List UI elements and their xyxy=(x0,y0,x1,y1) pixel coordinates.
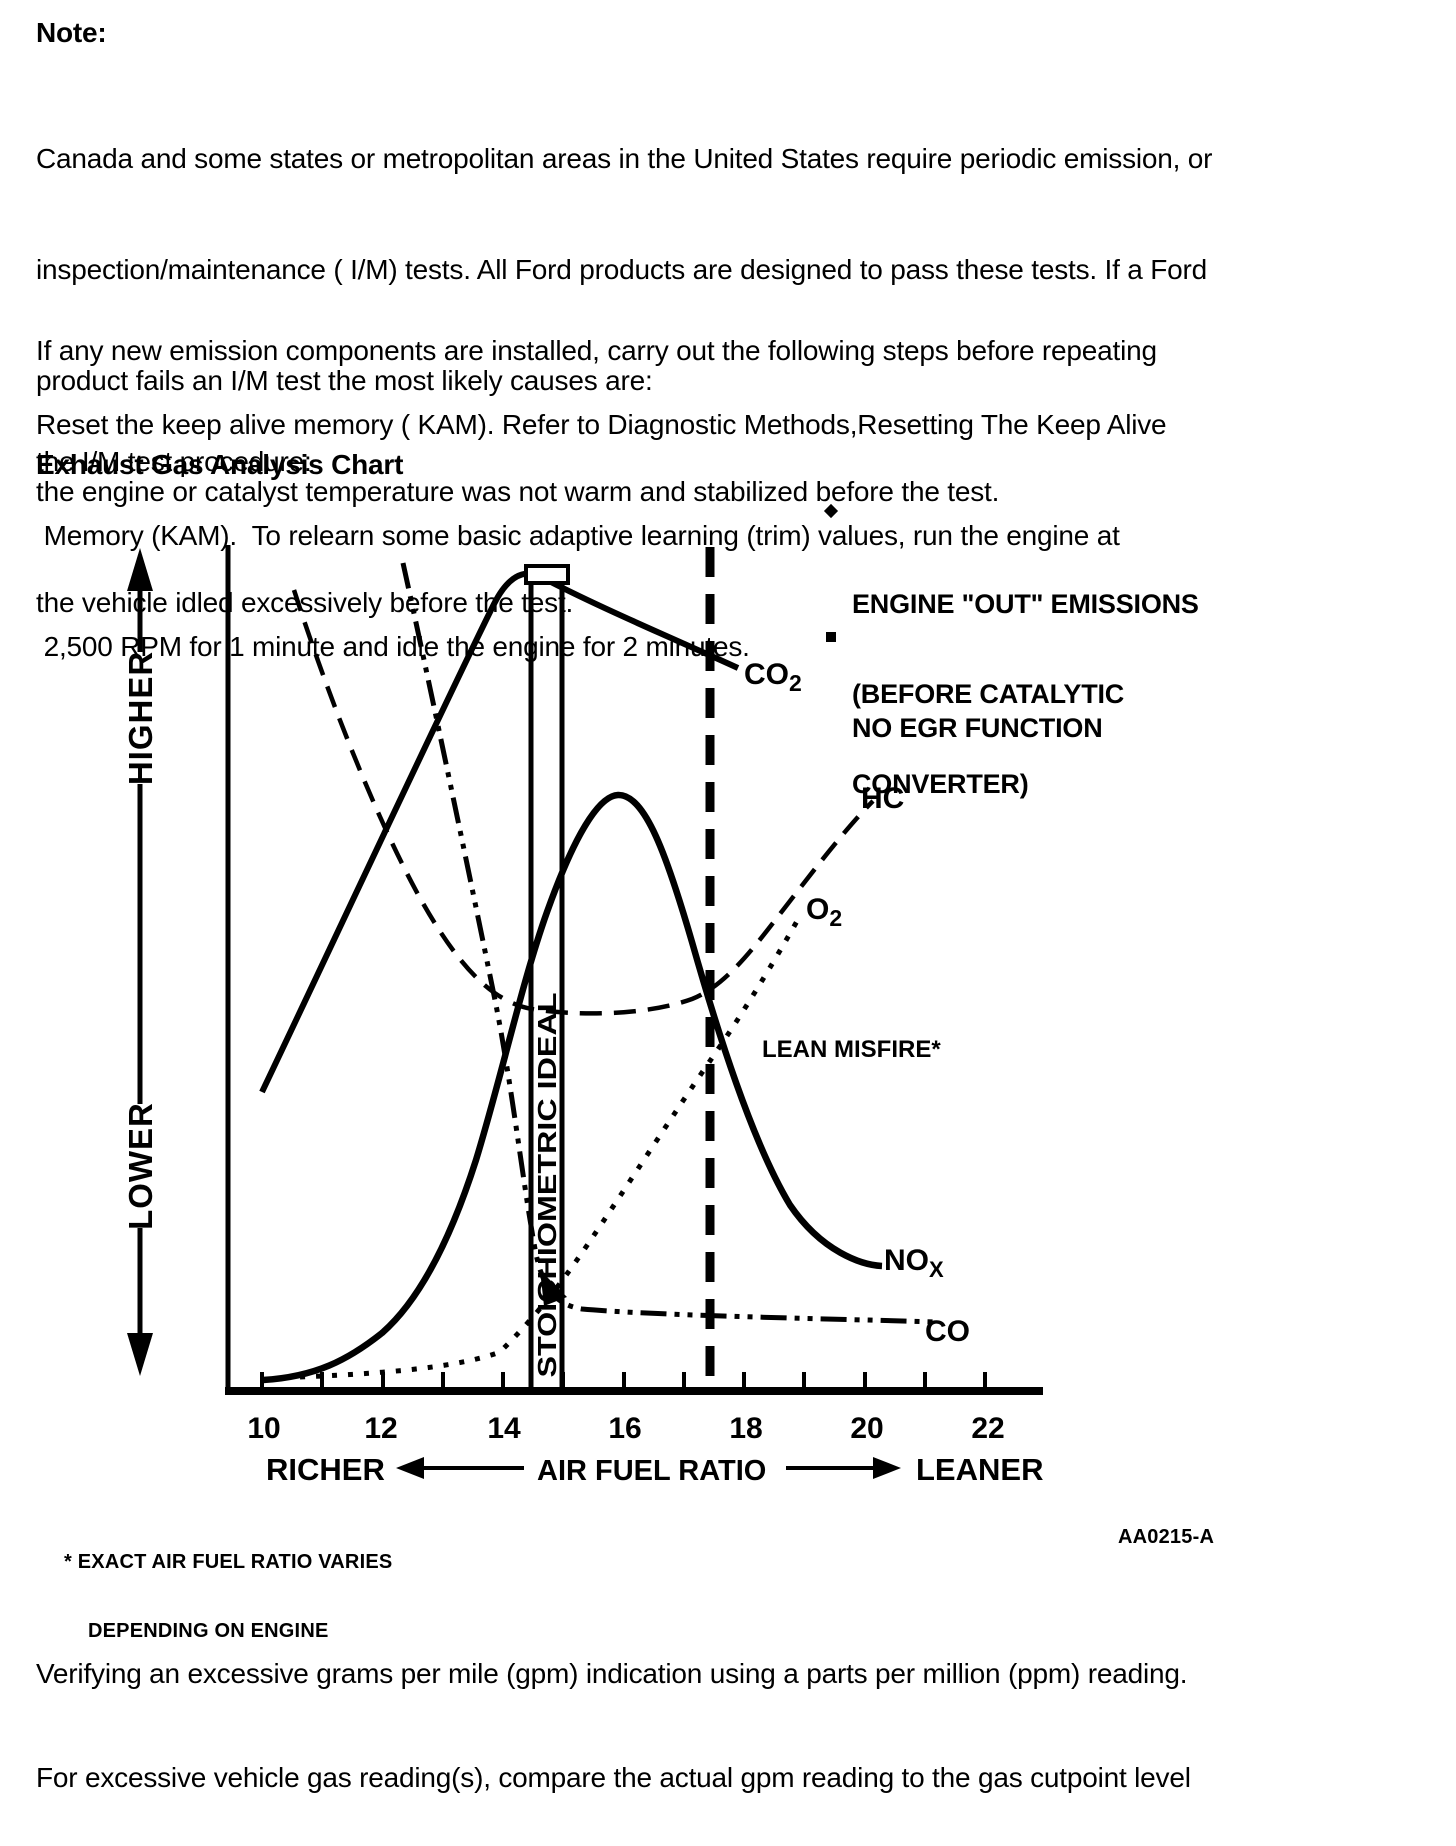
x-tick-10: 10 xyxy=(247,1412,280,1445)
text-line: the engine or catalyst temperature was n… xyxy=(36,476,1000,507)
paragraph-new-components: If any new emission components are insta… xyxy=(36,258,1157,554)
arrow-down-icon xyxy=(127,1333,153,1376)
x-tick-16: 16 xyxy=(608,1412,641,1445)
legend-line: CONVERTER) xyxy=(852,769,1029,799)
text-line: Reset the keep alive memory ( KAM). Refe… xyxy=(36,409,1167,440)
x-axis-richer-label: RICHER xyxy=(266,1452,385,1487)
arrow-right-icon xyxy=(873,1457,901,1479)
label-o2-sub: 2 xyxy=(829,905,842,931)
text-line: the I/M test procedure: xyxy=(36,446,312,477)
chart-footnote: * EXACT AIR FUEL RATIO VARIES DEPENDING … xyxy=(64,1505,392,1689)
text-line: Memory (KAM). To relearn some basic adap… xyxy=(36,520,1120,551)
paragraph-im-tests: Canada and some states or metropolitan a… xyxy=(36,66,1213,695)
legend-item-engine-out: ENGINE "OUT" EMISSIONS (BEFORE CATALYTIC… xyxy=(818,499,1199,859)
text-line: For excessive vehicle gas reading(s), co… xyxy=(36,1761,1191,1793)
legend-bullet-icon xyxy=(826,632,836,642)
footnote-line: * EXACT AIR FUEL RATIO VARIES xyxy=(64,1551,393,1573)
curve-co xyxy=(400,562,937,1325)
label-lean-misfire: LEAN MISFIRE* xyxy=(762,1036,941,1063)
label-hc: HC xyxy=(861,782,904,815)
stoichiometric-band: STOICHIOMETRIC IDEAL xyxy=(524,564,570,1388)
x-axis-ticks xyxy=(260,1372,987,1388)
legend-line: ENGINE "OUT" EMISSIONS xyxy=(852,589,1199,619)
x-tick-22: 22 xyxy=(971,1412,1004,1445)
figure-id: AA0215-A xyxy=(1118,1526,1215,1548)
x-axis-leaner-label: LEANER xyxy=(916,1452,1043,1487)
label-o2: O2 xyxy=(806,893,842,931)
y-direction-arrow xyxy=(127,548,153,1376)
x-tick-18: 18 xyxy=(729,1412,762,1445)
label-nox-sub: X xyxy=(929,1257,944,1282)
stoich-box-cap xyxy=(524,564,570,585)
text-line: Canada and some states or metropolitan a… xyxy=(36,143,1213,174)
x-tick-20: 20 xyxy=(850,1412,883,1445)
label-o2-main: O xyxy=(806,893,829,926)
y-axis-label-higher: HIGHER xyxy=(122,651,159,785)
label-co2: CO2 xyxy=(744,658,802,696)
label-co: CO xyxy=(925,1315,970,1348)
legend-line: (BEFORE CATALYTIC xyxy=(852,679,1125,709)
curve-hc xyxy=(291,589,875,1016)
curve-nox xyxy=(262,791,883,1384)
chart-heading: Exhaust Gas Analysis Chart xyxy=(36,449,404,480)
text-line: Verifying an excessive grams per mile (g… xyxy=(36,1658,1188,1689)
curve-co2 xyxy=(259,570,740,1094)
note-label: Note: xyxy=(36,17,107,48)
text-line: product fails an I/M test the most likel… xyxy=(36,365,653,396)
label-nox-main: NO xyxy=(884,1244,929,1277)
footnote-line: DEPENDING ON ENGINE xyxy=(88,1620,329,1642)
label-co2-sub: 2 xyxy=(789,670,802,696)
text-line: If any new emission components are insta… xyxy=(36,335,1157,366)
x-axis-direction-row: RICHER AIR FUEL RATIO LEANER xyxy=(266,1452,1043,1487)
x-tick-12: 12 xyxy=(364,1412,397,1445)
y-axis-label-lower: LOWER xyxy=(122,1102,159,1230)
x-axis-title: AIR FUEL RATIO xyxy=(537,1455,766,1487)
x-tick-labels: 10 12 14 16 18 20 22 xyxy=(247,1412,1004,1445)
legend-line: NO EGR FUNCTION xyxy=(852,713,1103,743)
legend-item-no-egr: NO EGR FUNCTION xyxy=(818,623,1103,803)
text-line: inspection/maintenance ( I/M) tests. All… xyxy=(36,254,1207,285)
paragraph-kam-reset: Reset the keep alive memory ( KAM). Refe… xyxy=(36,332,1167,739)
arrow-left-icon xyxy=(396,1457,424,1479)
label-co2-main: CO xyxy=(744,658,789,691)
label-nox: NOX xyxy=(884,1244,944,1282)
stoich-band-label: STOICHIOMETRIC IDEAL xyxy=(532,992,562,1377)
paragraph-gpm-ppm: Verifying an excessive grams per mile (g… xyxy=(36,1588,1262,1846)
text-line: 2,500 RPM for 1 minute and idle the engi… xyxy=(36,631,750,662)
x-tick-14: 14 xyxy=(487,1412,521,1445)
arrow-up-icon xyxy=(127,548,153,591)
